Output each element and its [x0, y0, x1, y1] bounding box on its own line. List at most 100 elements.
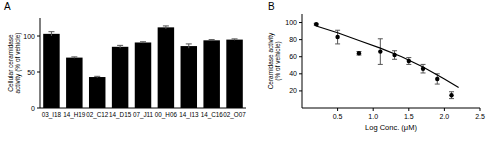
- bar: [158, 27, 174, 108]
- point: [314, 22, 318, 26]
- error-cap: [335, 43, 340, 44]
- x-tick-label: 2.5: [475, 113, 485, 120]
- x-tick: [444, 108, 445, 111]
- error-bar: [94, 76, 100, 77]
- error-cap: [232, 38, 238, 39]
- marks: [314, 22, 459, 99]
- error-cap: [48, 31, 54, 32]
- bar: [181, 46, 197, 108]
- y-tick: [37, 72, 40, 73]
- x-tick-label: 02_O07: [223, 111, 246, 119]
- error-cap: [421, 72, 426, 73]
- bar: [89, 77, 105, 108]
- x-tick-label: 02_C12: [86, 111, 109, 119]
- point: [378, 49, 382, 53]
- error-cap: [449, 98, 454, 99]
- bar: [135, 42, 151, 108]
- x-tick-label: 14_C16: [201, 111, 224, 119]
- error-bar: [232, 39, 238, 40]
- error-bar: [48, 32, 54, 36]
- figure: A Cellular ceramidaseactivity (% of vehic…: [0, 0, 500, 148]
- bar: [203, 40, 219, 108]
- y-tick: [37, 36, 40, 37]
- bar: [226, 40, 242, 108]
- error-cap: [378, 64, 383, 65]
- y-tick: [299, 56, 302, 57]
- y-tick: [299, 90, 302, 91]
- x-tick-label: 0.5: [333, 113, 343, 120]
- y-tick-label: 100: [285, 19, 297, 26]
- x-tick-label: 00_H06: [155, 111, 178, 119]
- error-cap: [392, 59, 397, 60]
- panel: A Cellular ceramidaseactivity (% of vehic…: [4, 1, 246, 119]
- point: [335, 35, 339, 39]
- error-bar: [209, 40, 215, 41]
- error-cap: [335, 30, 340, 31]
- x-tick-label: 03_I18: [42, 111, 62, 119]
- x-tick-label: 07_J11: [133, 111, 154, 119]
- error-cap: [392, 50, 397, 51]
- error-cap: [406, 57, 411, 58]
- error-bar: [71, 57, 77, 58]
- x-tick-label: 14_D15: [109, 111, 132, 119]
- error-stem: [51, 32, 52, 36]
- error-cap: [449, 91, 454, 92]
- error-cap: [209, 39, 215, 40]
- y-tick-label: 20: [289, 87, 297, 94]
- y-tick-label: 100: [23, 33, 35, 40]
- error-cap: [71, 56, 77, 57]
- error-bar: [378, 39, 383, 65]
- y-axis-line: [302, 14, 303, 108]
- x-tick-label: 14_I13: [179, 111, 199, 119]
- fit-line: [316, 26, 458, 88]
- error-bar: [117, 45, 123, 48]
- bar: [66, 58, 82, 108]
- x-tick: [480, 108, 481, 111]
- y-axis-title-line: Cellular ceramidase: [7, 34, 14, 92]
- x-axis-title: Log Conc. (μM): [365, 123, 417, 132]
- y-tick: [299, 39, 302, 40]
- error-cap: [163, 25, 169, 26]
- error-cap: [378, 38, 383, 39]
- error-cap: [117, 45, 123, 46]
- panel-title: B: [268, 1, 275, 12]
- error-bar: [186, 44, 192, 48]
- point: [449, 93, 453, 97]
- error-bar: [356, 52, 361, 55]
- x-tick: [337, 108, 338, 111]
- y-axis-title: Ceramidase activity(% of vehicle): [267, 32, 282, 89]
- point: [435, 77, 439, 81]
- x-tick-label: 14_H19: [63, 111, 86, 119]
- bar: [112, 47, 128, 108]
- y-axis-title-line: (% of vehicle): [274, 41, 282, 80]
- x-tick-label: 2.0: [440, 113, 450, 120]
- y-tick: [37, 108, 40, 109]
- point: [357, 51, 361, 55]
- y-tick-label: 60: [289, 53, 297, 60]
- y-tick-label: 0: [31, 105, 35, 112]
- error-cap: [140, 41, 146, 42]
- error-stem: [188, 44, 189, 48]
- panel: B Ceramidase activity(% of vehicle) 20 40 60…: [267, 1, 485, 132]
- error-cap: [406, 64, 411, 65]
- error-cap: [94, 76, 100, 77]
- y-tick-label: 80: [289, 36, 297, 43]
- bar: [43, 34, 59, 108]
- error-cap: [421, 64, 426, 65]
- y-tick: [299, 22, 302, 23]
- x-tick-label: 1.0: [368, 113, 378, 120]
- y-axis-title: Cellular ceramidaseactivity (% of vehicl…: [7, 32, 22, 93]
- x-axis-line: [302, 108, 480, 109]
- y-tick-label: 50: [27, 69, 35, 76]
- panel-title: A: [4, 1, 11, 12]
- x-tick-label: 1.5: [404, 113, 414, 120]
- error-bar: [140, 42, 146, 43]
- y-tick-label: 40: [289, 70, 297, 77]
- error-bar: [449, 92, 454, 99]
- error-cap: [186, 43, 192, 44]
- error-bar: [163, 26, 169, 29]
- y-axis-line: [40, 18, 41, 108]
- x-tick: [373, 108, 374, 111]
- error-cap: [435, 84, 440, 85]
- y-axis-title-line: activity (% of vehicle): [14, 32, 22, 93]
